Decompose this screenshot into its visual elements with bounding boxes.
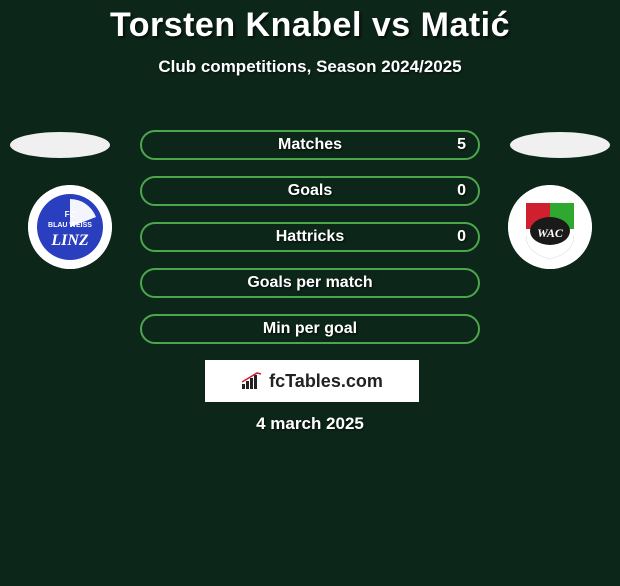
- club-logo-left: FC BLAU WEISS LINZ: [28, 185, 112, 269]
- svg-text:WAC: WAC: [537, 226, 564, 240]
- stat-label: Goals: [288, 182, 332, 200]
- club-badge-left-icon: FC BLAU WEISS LINZ: [28, 185, 112, 269]
- stat-row: Goals per match: [140, 268, 480, 298]
- stat-label: Min per goal: [263, 320, 357, 338]
- comparison-title: Torsten Knabel vs Matić: [0, 6, 620, 45]
- club-logo-right: WAC: [508, 185, 592, 269]
- stat-row: Hattricks 0: [140, 222, 480, 252]
- player-photo-right: [510, 132, 610, 158]
- stat-value-right: 5: [457, 136, 466, 154]
- brand-text: fcTables.com: [269, 371, 383, 392]
- stat-label: Goals per match: [247, 274, 372, 292]
- stat-row: Min per goal: [140, 314, 480, 344]
- stat-value-right: 0: [457, 182, 466, 200]
- branding-box: fcTables.com: [205, 360, 419, 402]
- stats-container: Matches 5 Goals 0 Hattricks 0 Goals per …: [140, 130, 480, 360]
- stat-row: Goals 0: [140, 176, 480, 206]
- stat-value-right: 0: [457, 228, 466, 246]
- comparison-subtitle: Club competitions, Season 2024/2025: [0, 57, 620, 77]
- stat-label: Matches: [278, 136, 342, 154]
- svg-text:LINZ: LINZ: [50, 232, 89, 249]
- svg-text:FC: FC: [65, 210, 76, 219]
- comparison-date: 4 march 2025: [0, 414, 620, 434]
- stat-row: Matches 5: [140, 130, 480, 160]
- chart-icon: [241, 372, 263, 390]
- stat-label: Hattricks: [276, 228, 344, 246]
- player-photo-left: [10, 132, 110, 158]
- svg-text:BLAU WEISS: BLAU WEISS: [48, 222, 92, 229]
- club-badge-right-icon: WAC: [508, 185, 592, 269]
